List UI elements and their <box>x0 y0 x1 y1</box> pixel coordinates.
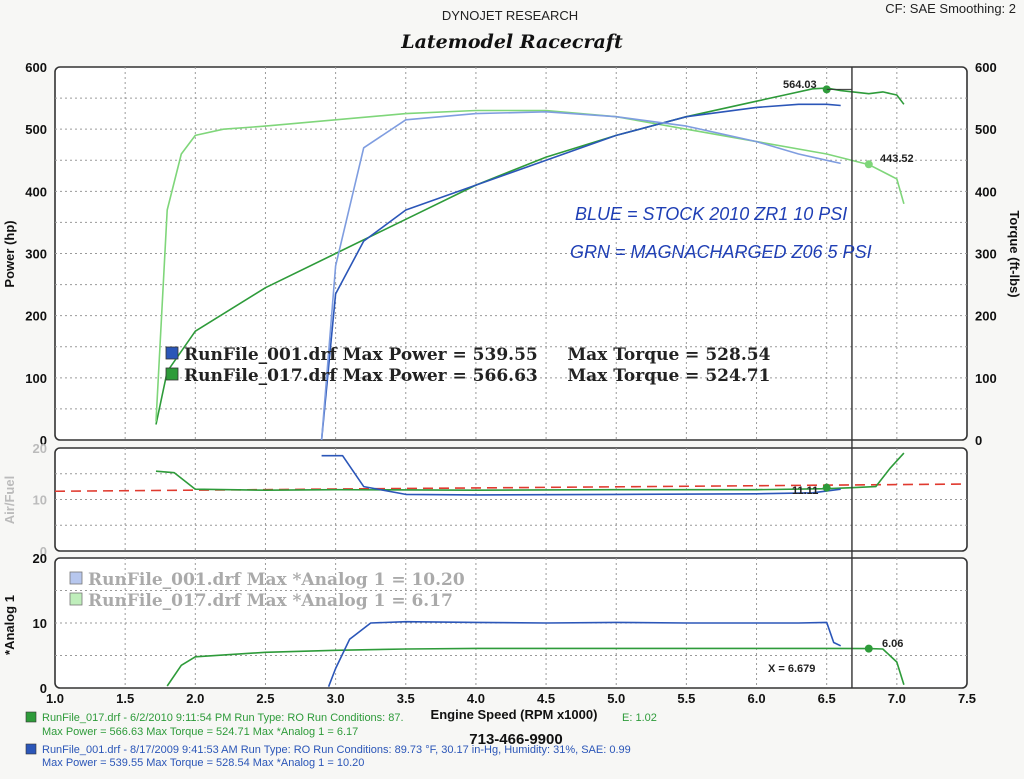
series-line-0-3 <box>320 111 841 441</box>
footer-run-001-details: RunFile_001.drf - 8/17/2009 9:41:53 AM R… <box>42 744 631 756</box>
power-axis-label: Power (hp) <box>2 220 17 287</box>
x-tick-label: 2.0 <box>186 691 204 706</box>
analog-cursor-value: 6.06 <box>882 638 903 650</box>
y-tick-label: 300 <box>25 247 47 262</box>
legend-entry-run-017: RunFile_017.drf Max Power = 566.63 Max T… <box>184 366 770 386</box>
cursor-markers <box>822 85 873 653</box>
y2-tick-label: 0 <box>975 433 982 448</box>
legend-swatch-run-017 <box>165 367 179 381</box>
rpm-axis-label: Engine Speed (RPM x1000) <box>431 707 598 722</box>
analog-legend-swatch-run-001 <box>69 571 83 585</box>
series-line-0-1 <box>155 109 905 422</box>
x-tick-label: 3.0 <box>327 691 345 706</box>
shop-name: Latemodel Racecraft <box>400 31 623 53</box>
series-line-2-0 <box>166 647 905 687</box>
y2-tick-label: 100 <box>975 371 997 386</box>
y-tick-label: 600 <box>25 60 47 75</box>
y2-tick-label: 300 <box>975 247 997 262</box>
correction-settings: CF: SAE Smoothing: 2 <box>885 1 1016 16</box>
x-tick-label: 3.5 <box>397 691 415 706</box>
x-tick-label: 2.5 <box>256 691 274 706</box>
y-tick-label: 200 <box>25 309 47 324</box>
y-tick-label: 20 <box>33 441 47 456</box>
legend-entry-run-001: RunFile_001.drf Max Power = 539.55 Max T… <box>184 345 771 365</box>
company-name: DYNOJET RESEARCH <box>442 8 578 23</box>
cursor-rpm-readout: X = 6.679 <box>768 663 815 675</box>
y2-tick-label: 400 <box>975 184 997 199</box>
x-tick-label: 4.5 <box>537 691 555 706</box>
air-fuel-cursor-value: 11.11 <box>792 485 818 497</box>
legend-swatch-run-001 <box>165 346 179 360</box>
series-line-0-2 <box>320 103 841 441</box>
footer-run-017-details: RunFile_017.drf - 6/2/2010 9:11:54 PM Ru… <box>42 712 404 724</box>
x-tick-label: 7.0 <box>888 691 906 706</box>
air-fuel-cursor-dot <box>822 483 831 492</box>
y2-tick-label: 500 <box>975 122 997 137</box>
series-line-1-0 <box>155 452 905 492</box>
footer-run-017-sae: E: 1.02 <box>622 712 657 724</box>
power-peak-value: 564.03 <box>783 79 817 91</box>
shop-phone: 713-466-9900 <box>469 731 562 748</box>
torque-cursor-dot <box>864 160 873 169</box>
x-tick-label: 1.0 <box>46 691 64 706</box>
x-tick-label: 6.0 <box>747 691 765 706</box>
footer-run-001-maxima: Max Power = 539.55 Max Torque = 528.54 M… <box>42 757 364 769</box>
x-tick-label: 4.0 <box>467 691 485 706</box>
handwritten-note-green: GRN = MAGNACHARGED Z06 5 PSI <box>570 242 872 262</box>
series-line-2-1 <box>327 620 842 687</box>
y2-tick-label: 200 <box>975 309 997 324</box>
analog-legend-swatch-run-017 <box>69 592 83 606</box>
y-tick-label: 20 <box>33 551 47 566</box>
axis-tick-labels: 0100200300400500600010020030040050060001… <box>25 60 996 706</box>
series-line-1-1 <box>321 454 841 496</box>
x-tick-label: 1.5 <box>116 691 134 706</box>
x-tick-label: 6.5 <box>818 691 836 706</box>
y-tick-label: 10 <box>33 616 47 631</box>
y-tick-label: 10 <box>33 493 47 508</box>
analog-legend-entry-run-017: RunFile_017.drf Max *Analog 1 = 6.17 <box>88 591 453 611</box>
y-tick-label: 0 <box>40 544 47 559</box>
footer-swatch-run-001 <box>25 743 37 755</box>
y-tick-label: 100 <box>25 371 47 386</box>
air-fuel-axis-label: Air/Fuel <box>2 476 17 524</box>
x-tick-label: 5.0 <box>607 691 625 706</box>
y-tick-label: 0 <box>40 681 47 696</box>
data-curves <box>54 87 968 687</box>
footer-swatch-run-017 <box>25 711 37 723</box>
y-tick-label: 400 <box>25 184 47 199</box>
handwritten-note-blue: BLUE = STOCK 2010 ZR1 10 PSI <box>575 204 847 224</box>
analog-cursor-dot <box>864 644 873 653</box>
y2-tick-label: 600 <box>975 60 997 75</box>
y-tick-label: 0 <box>40 433 47 448</box>
torque-cursor-value: 443.52 <box>880 153 914 165</box>
analog-axis-label: *Analog 1 <box>2 595 17 655</box>
footer-run-017-maxima: Max Power = 566.63 Max Torque = 524.71 M… <box>42 726 358 738</box>
analog-legend-entry-run-001: RunFile_001.drf Max *Analog 1 = 10.20 <box>88 570 465 590</box>
x-tick-label: 7.5 <box>958 691 976 706</box>
torque-axis-label: Torque (ft-lbs) <box>1007 210 1022 297</box>
y-tick-label: 500 <box>25 122 47 137</box>
x-tick-label: 5.5 <box>677 691 695 706</box>
